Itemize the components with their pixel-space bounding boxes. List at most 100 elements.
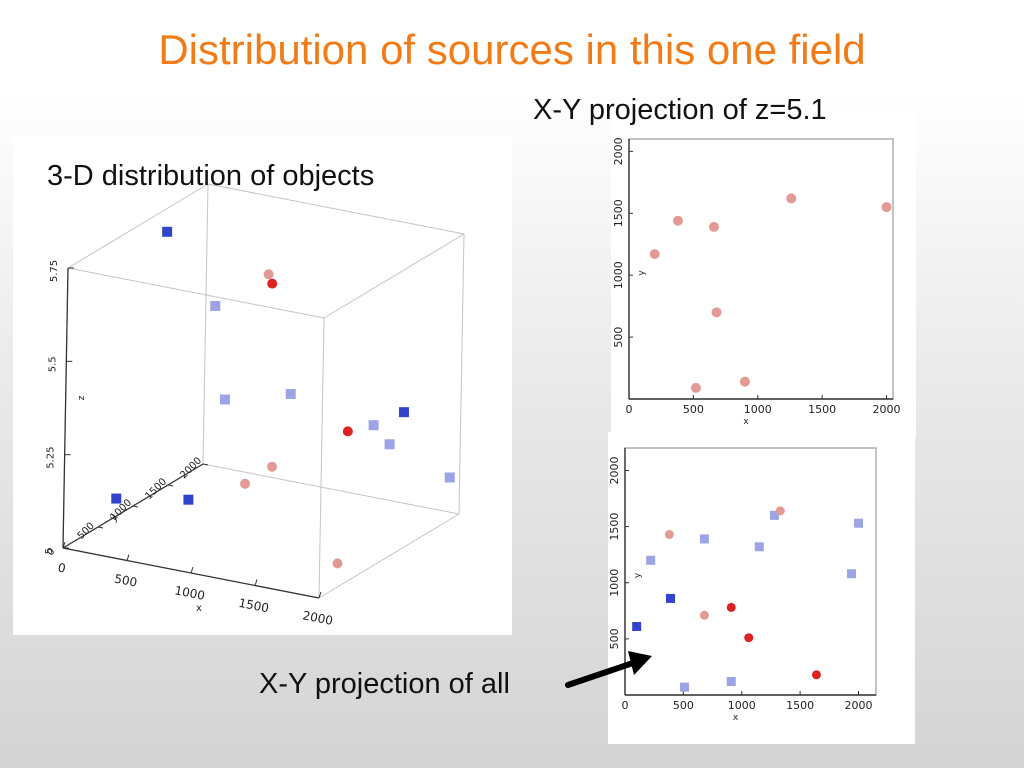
z-tick-label: 5.25	[46, 447, 57, 469]
y-tick-label: 500	[612, 327, 625, 348]
data-point	[632, 622, 642, 632]
x-tick	[126, 554, 130, 561]
data-point	[649, 249, 660, 260]
x-tick	[318, 591, 322, 599]
data-point	[263, 269, 274, 280]
data-point	[846, 569, 856, 579]
y-tick-label: 2000	[612, 137, 625, 165]
data-point	[219, 394, 230, 405]
data-point	[726, 677, 736, 687]
y-tick	[202, 463, 209, 466]
data-point	[646, 555, 656, 565]
x-tick-label: 500	[683, 403, 704, 416]
data-point	[332, 558, 343, 569]
chart-xy-projection-all: 0 500 1000 1500 2000 500 1000 1500 2000 x y	[608, 447, 877, 723]
data-point	[664, 529, 674, 539]
data-point	[754, 542, 764, 552]
x-axis-label: x	[733, 713, 739, 723]
chart-3d-distribution: 0500100015002000050010001500200055.255.5…	[44, 183, 465, 628]
cube-edge	[202, 463, 460, 515]
data-point	[666, 593, 676, 603]
cube-edge	[318, 513, 460, 599]
x-tick-label: 2000	[301, 608, 334, 628]
y-tick	[97, 526, 104, 529]
data-point	[398, 407, 409, 418]
data-point	[267, 461, 278, 472]
x-tick-label: 0	[622, 699, 629, 712]
z-axis	[62, 267, 69, 549]
data-point	[162, 226, 173, 237]
y-tick-label: 1500	[612, 199, 625, 227]
x-tick-label: 1000	[744, 403, 772, 416]
data-point	[342, 426, 353, 437]
cube-edge	[207, 183, 465, 235]
y-tick-label: 1000	[608, 569, 621, 597]
caption-xy-all: X-Y projection of all	[259, 668, 510, 700]
data-point	[690, 382, 701, 393]
chart-xy-z51-panel: 0 500 1000 1500 2000 500 1000 1500 2000 x y	[611, 109, 916, 437]
x-tick-label: 1000	[728, 699, 756, 712]
x-tick	[254, 579, 258, 586]
y-axis-label: y	[633, 572, 643, 578]
y-tick	[132, 505, 139, 508]
x-tick-label: 2000	[844, 699, 872, 712]
data-point	[786, 193, 797, 204]
x-tick-label: 2000	[873, 403, 901, 416]
caption-xy-z51: X-Y projection of z=5.1	[533, 94, 827, 126]
data-point	[285, 389, 296, 399]
y-tick-label: 1500	[608, 513, 621, 541]
y-tick-label: 1000	[612, 261, 625, 289]
chart-xy-all-panel: 0 500 1000 1500 2000 500 1000 1500 2000 x y	[608, 432, 915, 744]
caption-3d: 3-D distribution of objects	[47, 160, 375, 192]
cube-edge	[458, 233, 465, 515]
cube-edge	[67, 183, 209, 269]
data-point	[853, 518, 863, 528]
data-point	[699, 610, 709, 620]
cube-edge	[323, 233, 465, 319]
cube-edge	[202, 183, 209, 465]
z-tick-label: 5.5	[47, 356, 58, 372]
x-tick-label: 0	[57, 560, 67, 575]
data-point	[384, 439, 395, 450]
x-tick	[190, 566, 194, 574]
x-tick-label: 1500	[786, 699, 814, 712]
data-point	[699, 534, 709, 544]
y-tick	[167, 484, 174, 487]
data-point	[183, 494, 194, 505]
slide-title: Distribution of sources in this one fiel…	[158, 26, 866, 73]
y-axis-label: y	[637, 270, 647, 276]
data-point	[210, 300, 221, 311]
x-tick-label: 0	[626, 403, 633, 416]
data-point	[267, 278, 278, 289]
data-point	[680, 682, 690, 692]
data-point	[672, 215, 683, 226]
data-point	[811, 670, 821, 680]
data-point	[240, 478, 251, 489]
chart-3d-panel: 0 500 1000 1500 2000 0 500 1000 1500 2000 5 5.25 5.5…	[13, 135, 512, 635]
cube-edge	[67, 267, 325, 319]
data-point	[444, 472, 455, 483]
x-tick	[62, 541, 66, 549]
data-point	[711, 307, 722, 318]
data-point	[368, 420, 379, 431]
data-point	[881, 202, 892, 213]
data-point	[744, 633, 754, 643]
x-tick-label: 1500	[237, 596, 270, 616]
x-axis-label: x	[196, 603, 202, 614]
data-point	[726, 602, 736, 612]
data-point	[739, 376, 750, 387]
y-tick-label: 500	[608, 628, 621, 649]
x-tick-label: 500	[113, 572, 138, 590]
chart-xy-projection-z51: 0 500 1000 1500 2000 500 1000 1500 2000 x y	[612, 137, 901, 427]
data-point	[708, 221, 719, 232]
z-axis-label: z	[77, 395, 87, 400]
y-tick-label: 2000	[608, 456, 621, 484]
z-tick-label: 5	[44, 548, 55, 554]
x-tick-label: 1000	[173, 583, 206, 603]
data-point	[111, 493, 122, 504]
data-point	[769, 510, 779, 520]
z-tick-label: 5.75	[49, 260, 60, 282]
x-tick-label: 500	[673, 699, 694, 712]
data-point	[775, 506, 785, 516]
